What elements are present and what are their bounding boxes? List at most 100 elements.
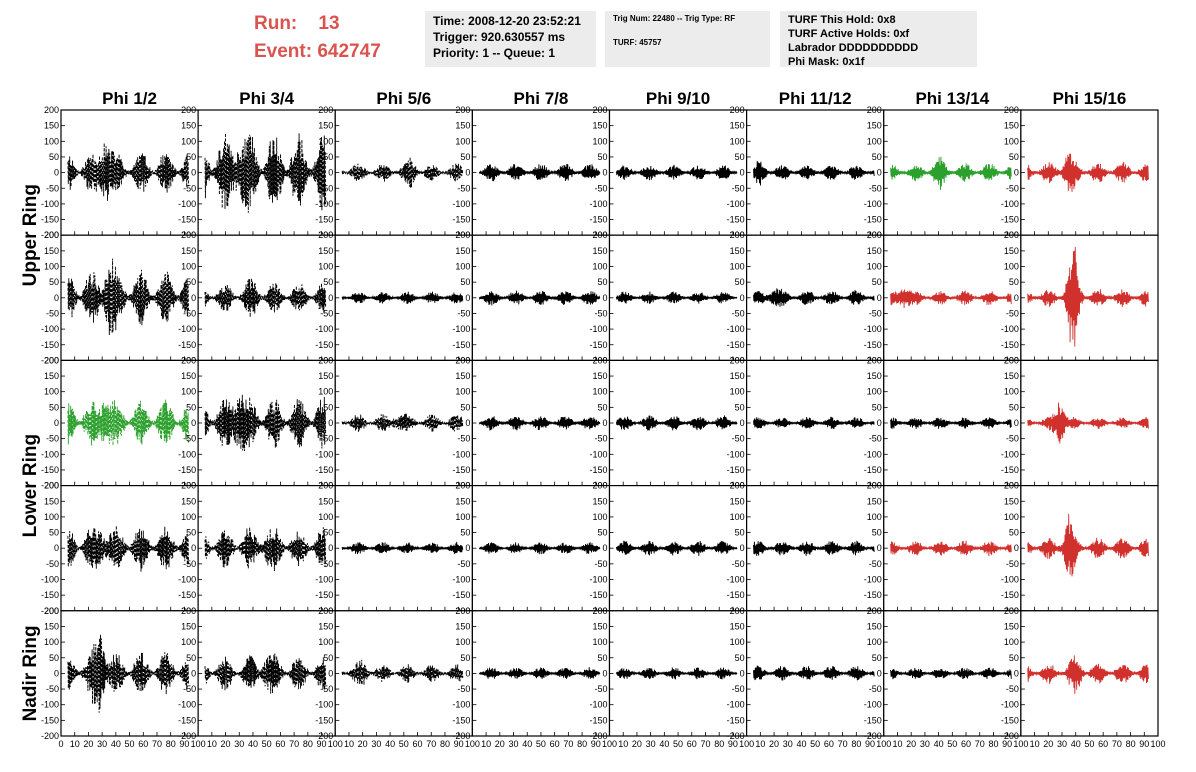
- y-tick-label: -150: [1001, 465, 1019, 475]
- y-tick-label: 0: [54, 293, 59, 303]
- y-tick-label: 0: [602, 668, 607, 678]
- y-tick-label: 50: [597, 277, 607, 287]
- y-tick-label: 0: [740, 668, 745, 678]
- y-tick-label: 0: [1014, 543, 1019, 553]
- waveform-trace: [478, 290, 601, 306]
- y-tick-label: 50: [735, 152, 745, 162]
- y-tick-label: -150: [41, 590, 59, 600]
- x-tick-label: 100: [876, 739, 891, 749]
- y-tick-label: -50: [594, 308, 607, 318]
- waveform-trace: [67, 634, 189, 713]
- y-tick-label: -150: [864, 465, 882, 475]
- y-tick-label: -150: [727, 590, 745, 600]
- y-tick-label: -150: [864, 215, 882, 225]
- x-tick-label: 20: [358, 739, 368, 749]
- y-tick-label: -50: [183, 183, 196, 193]
- x-tick-label: 0: [58, 739, 63, 749]
- y-tick-label: -150: [864, 715, 882, 725]
- y-tick-label: -50: [46, 434, 59, 444]
- waveform-trace: [204, 278, 327, 318]
- x-tick-label: 80: [988, 739, 998, 749]
- x-tick-label: 50: [399, 739, 409, 749]
- y-tick-label: 150: [730, 246, 745, 256]
- y-tick-label: -50: [183, 434, 196, 444]
- x-tick-label: 20: [906, 739, 916, 749]
- x-tick-label: 60: [824, 739, 834, 749]
- y-tick-label: -50: [732, 559, 745, 569]
- y-tick-label: 0: [740, 418, 745, 428]
- y-tick-label: 0: [740, 168, 745, 178]
- x-tick-label: 100: [1013, 739, 1028, 749]
- x-tick-label: 90: [179, 739, 189, 749]
- y-tick-label: -100: [864, 700, 882, 710]
- waveform-trace: [615, 164, 738, 181]
- y-tick-label: 200: [730, 481, 745, 491]
- y-tick-label: 50: [597, 653, 607, 663]
- y-tick-label: 100: [455, 512, 470, 522]
- y-tick-label: 150: [867, 246, 882, 256]
- y-tick-label: 50: [186, 277, 196, 287]
- trig-line: Trig Num: 22480 -- Trig Type: RF: [613, 14, 736, 23]
- x-tick-label: 90: [728, 739, 738, 749]
- y-tick-label: -150: [589, 590, 607, 600]
- y-tick-label: 50: [597, 152, 607, 162]
- x-tick-label: 10: [207, 739, 217, 749]
- waveform-trace: [204, 133, 327, 213]
- y-tick-label: -150: [315, 215, 333, 225]
- column-title: Phi 11/12: [779, 89, 852, 108]
- y-tick-label: -100: [727, 324, 745, 334]
- waveform-trace: [67, 142, 189, 201]
- y-tick-label: 100: [867, 387, 882, 397]
- y-tick-label: -150: [864, 340, 882, 350]
- y-tick-label: 150: [318, 121, 333, 131]
- y-tick-label: -150: [315, 715, 333, 725]
- y-tick-label: 0: [740, 543, 745, 553]
- x-tick-label: 70: [1112, 739, 1122, 749]
- y-tick-label: 0: [191, 418, 196, 428]
- x-tick-label: 80: [714, 739, 724, 749]
- x-tick-label: 10: [1030, 739, 1040, 749]
- y-tick-label: 150: [592, 621, 607, 631]
- y-tick-label: -150: [1001, 715, 1019, 725]
- y-tick-label: 100: [592, 136, 607, 146]
- y-tick-label: -150: [178, 590, 196, 600]
- y-tick-label: -100: [41, 324, 59, 334]
- x-tick-label: 40: [796, 739, 806, 749]
- y-tick-label: 100: [730, 262, 745, 272]
- y-tick-label: 200: [730, 606, 745, 616]
- y-tick-label: -150: [178, 465, 196, 475]
- x-tick-label: 30: [234, 739, 244, 749]
- x-tick-label: 40: [111, 739, 121, 749]
- y-tick-label: 200: [44, 481, 59, 491]
- y-tick-label: 0: [465, 543, 470, 553]
- waveform-trace: [615, 415, 738, 431]
- y-tick-label: 50: [872, 402, 882, 412]
- x-tick-label: 40: [659, 739, 669, 749]
- y-tick-label: -100: [315, 575, 333, 585]
- waveform-trace: [753, 416, 875, 429]
- x-tick-label: 10: [70, 739, 80, 749]
- y-tick-label: 0: [1014, 668, 1019, 678]
- y-tick-label: -100: [315, 449, 333, 459]
- y-tick-label: 200: [592, 355, 607, 365]
- y-tick-label: 0: [877, 168, 882, 178]
- y-tick-label: -150: [1001, 590, 1019, 600]
- x-tick-label: 20: [769, 739, 779, 749]
- y-tick-label: 200: [44, 606, 59, 616]
- y-tick-label: 100: [181, 512, 196, 522]
- x-tick-label: 70: [975, 739, 985, 749]
- x-tick-label: 10: [755, 739, 765, 749]
- ring-label: Upper Ring: [20, 184, 41, 286]
- y-tick-label: 150: [1004, 246, 1019, 256]
- waveform-trace: [478, 542, 601, 555]
- x-tick-label: 60: [413, 739, 423, 749]
- y-tick-label: 150: [730, 371, 745, 381]
- x-tick-label: 40: [522, 739, 532, 749]
